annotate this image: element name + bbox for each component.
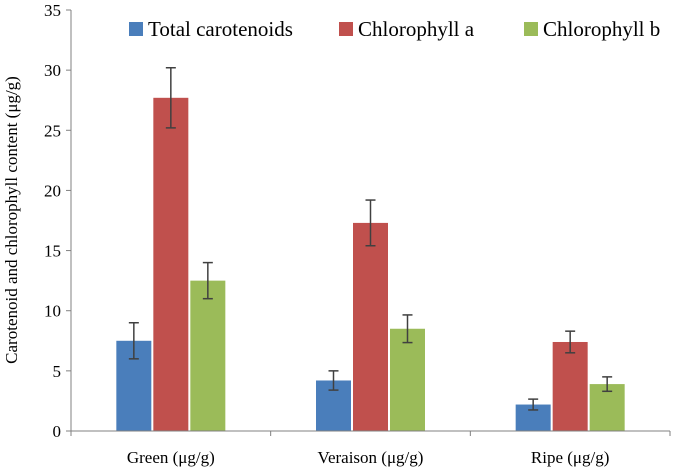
y-tick-label: 15 <box>44 242 61 261</box>
legend-swatch <box>524 22 538 36</box>
y-tick-label: 30 <box>44 61 61 80</box>
y-tick-label: 20 <box>44 181 61 200</box>
y-tick-label: 10 <box>44 302 61 321</box>
legend-swatch <box>339 22 353 36</box>
legend-label: Chlorophyll b <box>543 17 660 41</box>
y-tick-label: 0 <box>53 422 62 441</box>
x-tick-label: Veraison (μg/g) <box>318 448 424 467</box>
bar <box>190 280 226 431</box>
legend-swatch <box>129 22 143 36</box>
bars <box>116 97 625 432</box>
bar <box>153 97 189 432</box>
bar <box>390 328 425 431</box>
y-tick-label: 25 <box>44 121 61 140</box>
y-tick-label: 5 <box>53 362 62 381</box>
legend-label: Chlorophyll a <box>358 17 475 41</box>
x-axis: Green (μg/g) Veraison (μg/g) Ripe (μg/g) <box>70 430 671 467</box>
bar <box>552 341 588 431</box>
error-bars <box>128 66 613 411</box>
y-axis: 0 5 10 15 20 25 30 35 <box>44 1 72 441</box>
y-tick-label: 35 <box>44 1 61 20</box>
y-axis-title: Carotenoid and chlorophyll content (μg/g… <box>2 76 21 364</box>
x-tick-label: Green (μg/g) <box>127 448 215 467</box>
legend: Total carotenoids Chlorophyll a Chlorophyl… <box>129 17 660 41</box>
bar <box>353 222 388 431</box>
x-tick-label: Ripe (μg/g) <box>531 448 610 467</box>
legend-label: Total carotenoids <box>148 17 293 41</box>
